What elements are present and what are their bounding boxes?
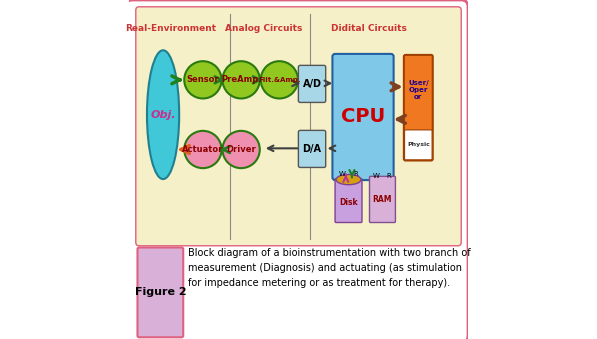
Circle shape (261, 61, 298, 99)
FancyBboxPatch shape (137, 247, 183, 337)
Ellipse shape (336, 175, 361, 185)
FancyBboxPatch shape (370, 176, 395, 222)
FancyBboxPatch shape (136, 7, 461, 246)
Text: W: W (373, 173, 380, 179)
Circle shape (223, 131, 260, 168)
FancyBboxPatch shape (298, 131, 326, 167)
FancyBboxPatch shape (335, 179, 362, 222)
Circle shape (184, 61, 221, 99)
Text: CPU: CPU (341, 107, 385, 126)
FancyBboxPatch shape (298, 65, 326, 102)
FancyBboxPatch shape (404, 55, 433, 160)
Circle shape (184, 131, 221, 168)
Ellipse shape (147, 50, 179, 179)
Circle shape (223, 61, 260, 99)
Text: User/
Oper
or: User/ Oper or (408, 80, 429, 100)
Text: A/D: A/D (303, 79, 322, 89)
Text: R: R (387, 173, 392, 179)
FancyBboxPatch shape (405, 130, 432, 160)
Text: Actuator: Actuator (182, 145, 224, 154)
Text: Sensor: Sensor (187, 75, 219, 84)
Text: Driver: Driver (226, 145, 256, 154)
Text: Block diagram of a bioinstrumentation with two branch of
measurement (Diagnosis): Block diagram of a bioinstrumentation wi… (188, 248, 471, 288)
Text: Disk: Disk (339, 198, 358, 206)
FancyBboxPatch shape (333, 54, 393, 180)
Text: PreAmp.: PreAmp. (221, 75, 261, 84)
Text: RAM: RAM (373, 195, 392, 204)
Text: D/A: D/A (303, 144, 322, 154)
Text: Physic: Physic (407, 142, 430, 147)
Text: Analog Circuits: Analog Circuits (224, 24, 302, 33)
Text: W: W (339, 171, 346, 177)
Text: R: R (353, 171, 358, 177)
Text: Obj.: Obj. (150, 110, 176, 120)
Text: Didital Circuits: Didital Circuits (331, 24, 407, 33)
FancyBboxPatch shape (125, 0, 468, 339)
Text: Real-Environment: Real-Environment (125, 24, 217, 33)
Text: Filt.&Amp.: Filt.&Amp. (258, 77, 301, 83)
Text: Figure 2: Figure 2 (134, 287, 186, 297)
